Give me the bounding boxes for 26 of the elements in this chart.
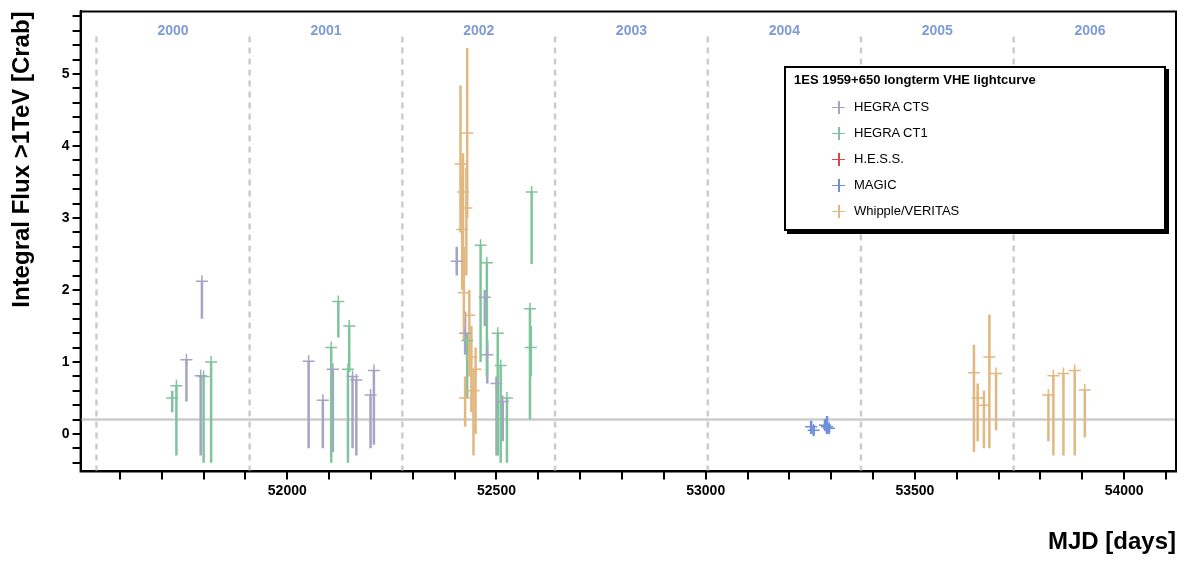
y-tick-label: 0 — [61, 424, 70, 441]
annotation: 2006 — [1074, 22, 1106, 39]
y-tick-label: 1 — [61, 352, 70, 369]
annotation: 2003 — [615, 22, 648, 39]
annotation: 2002 — [463, 22, 495, 39]
x-tick-label: 54000 — [1104, 481, 1144, 498]
y-tick-label: 4 — [61, 136, 70, 153]
legend-label: MAGIC — [854, 176, 897, 192]
legend-label: H.E.S.S. — [854, 150, 904, 166]
annotation: 2000 — [157, 22, 189, 39]
y-tick-label: 3 — [61, 208, 70, 225]
x-axis-title: MJD [days] — [1047, 527, 1176, 555]
x-tick-label: 53500 — [895, 481, 935, 498]
x-tick-label: 52000 — [267, 481, 307, 498]
y-tick-label: 5 — [61, 64, 70, 81]
annotation: 2001 — [310, 22, 342, 39]
x-tick-label: 52500 — [477, 481, 517, 498]
y-axis-title: Integral Flux >1TeV [Crab] — [7, 11, 35, 308]
legend-label: Whipple/VERITAS — [854, 202, 960, 218]
x-tick-label: 53000 — [686, 481, 726, 498]
annotation: 2004 — [768, 22, 801, 39]
annotation: 2005 — [921, 22, 954, 39]
legend-title: 1ES 1959+650 longterm VHE lightcurve — [794, 72, 1037, 88]
y-tick-label: 2 — [61, 280, 70, 297]
legend-label: HEGRA CTS — [854, 98, 930, 114]
legend-label: HEGRA CT1 — [854, 124, 928, 140]
